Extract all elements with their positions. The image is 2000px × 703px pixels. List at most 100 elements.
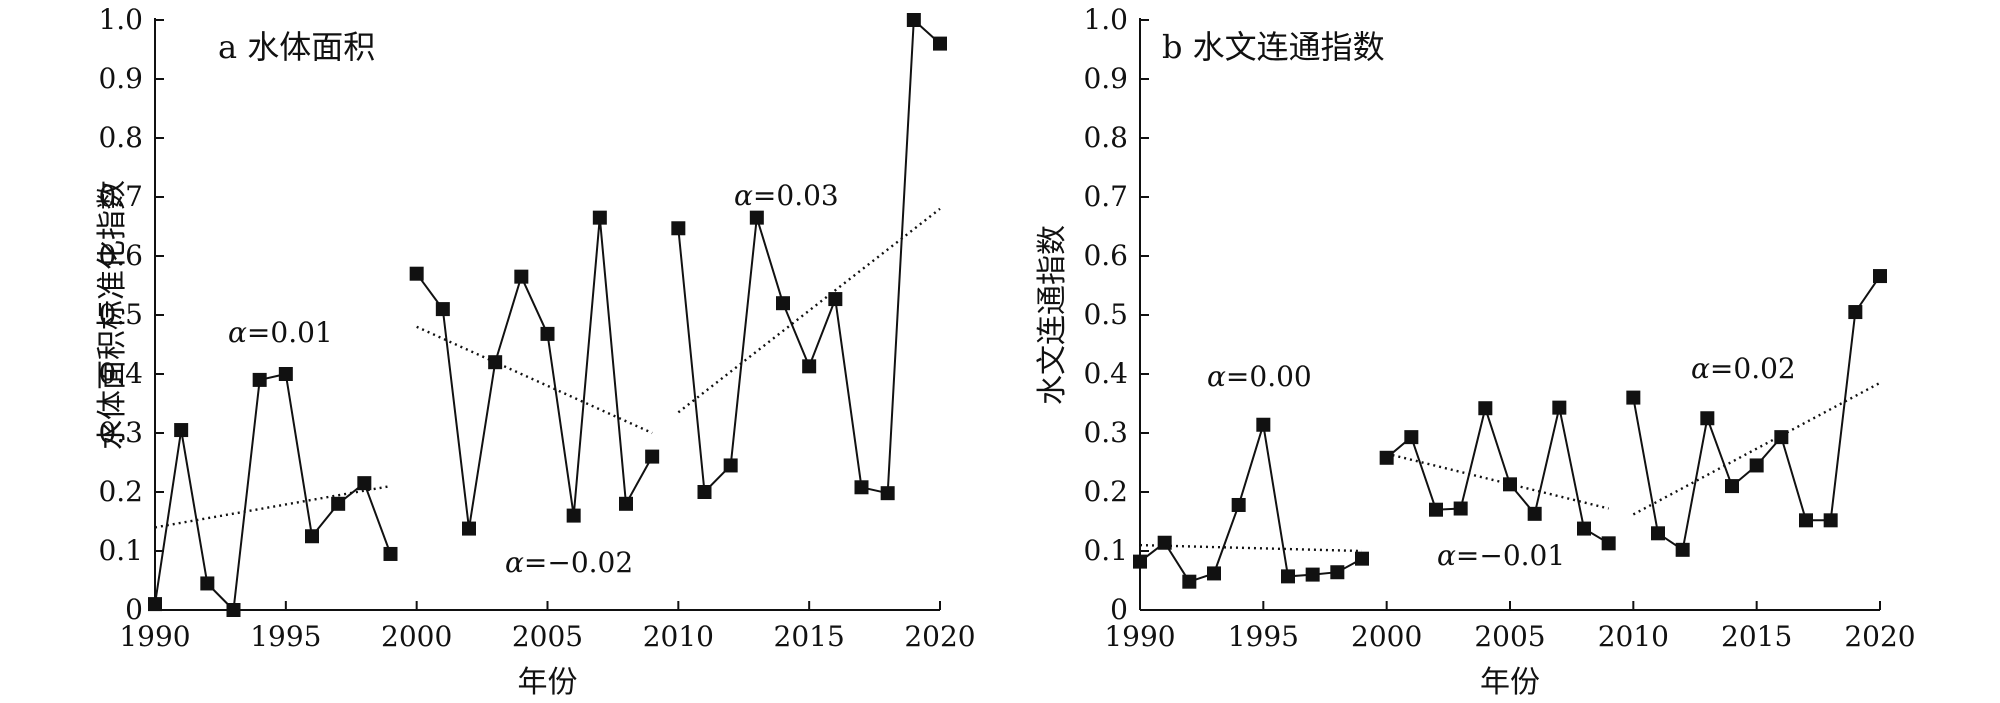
panel-b-data-point xyxy=(1700,411,1715,426)
panel-b-alpha-annotation: α=0.02 xyxy=(1691,352,1796,385)
panel-b-series-line xyxy=(1386,404,1610,545)
panel-b-x-tick-label: 2015 xyxy=(1721,620,1792,653)
panel-b-series-line xyxy=(1632,275,1881,552)
panel-a-y-tick-label: 0.4 xyxy=(98,357,143,390)
panel-a-data-point xyxy=(619,496,633,511)
panel-b-data-point xyxy=(1774,430,1789,445)
panel-a-y-tick-label: 0.6 xyxy=(98,239,143,272)
panel-b-data-point xyxy=(1601,536,1616,551)
panel-a-x-tick-label: 1995 xyxy=(250,620,321,653)
panel-a-y-tick-label: 1.0 xyxy=(98,3,143,36)
panel-b-data-point xyxy=(1453,501,1468,516)
panel-a-data-point xyxy=(278,367,293,381)
panel-b-y-tick-label: 0.4 xyxy=(1083,357,1128,390)
panel-a-y-tick-label: 0 xyxy=(125,593,143,626)
panel-a-y-tick-label: 0.2 xyxy=(98,475,143,508)
panel-a-data-point xyxy=(880,486,895,501)
panel-b-data-point xyxy=(1552,400,1567,415)
panel-a-y-tick-label: 0.9 xyxy=(98,62,143,95)
panel-a-data-point xyxy=(148,597,162,612)
panel-b-xlabel: 年份 xyxy=(1480,665,1540,699)
panel-a-data-point xyxy=(749,210,764,225)
panel-a-data-point xyxy=(566,508,581,523)
panel-b-alpha-annotation: α=−0.01 xyxy=(1437,539,1565,572)
panel-a-trend-line xyxy=(416,325,653,435)
panel-a-y-tick-label: 0.1 xyxy=(98,534,143,567)
panel-a-data-point xyxy=(933,36,947,51)
panel-a-ylabel: 水体面积标准化指数 xyxy=(95,180,130,450)
panel-b-y-tick-label: 0.5 xyxy=(1083,298,1128,331)
panel-a-data-point xyxy=(906,13,921,27)
panel-b-y-tick-label: 0.1 xyxy=(1083,534,1128,567)
panel-b-data-point xyxy=(1133,554,1147,569)
panel-a-data-point xyxy=(776,296,790,311)
panel-a-data-point xyxy=(671,221,686,236)
panel-a-data-point xyxy=(409,266,424,281)
panel-b-data-point xyxy=(1799,513,1813,528)
panel-a-data-point xyxy=(645,449,660,464)
panel-a-data-point xyxy=(462,521,476,536)
panel-b-data-point xyxy=(1749,458,1764,473)
panel-b-data-point xyxy=(1503,477,1517,492)
panel-a-data-point xyxy=(723,458,738,473)
panel-a-trend-line xyxy=(677,207,941,414)
panel-a-data-point xyxy=(802,359,817,374)
panel-b-title: b 水文连通指数 xyxy=(1162,28,1385,66)
panel-a-data-point xyxy=(226,603,241,617)
panel-a-x-tick-label: 2015 xyxy=(774,620,845,653)
panel-b-data-point xyxy=(1725,479,1739,494)
panel-a-x-tick-label: 2005 xyxy=(512,620,583,653)
panel-b-data-point xyxy=(1231,497,1246,512)
panel-b-data-point xyxy=(1873,269,1887,284)
panel-a-data-point xyxy=(331,496,346,511)
panel-b-series-line xyxy=(1139,424,1363,583)
panel-a-data-point xyxy=(435,302,450,317)
panel-b-y-tick-label: 0.7 xyxy=(1083,180,1128,213)
panel-a-alpha-annotation: α=0.01 xyxy=(228,316,333,349)
panel-a-series-line xyxy=(415,217,654,529)
panel-b-trend-line xyxy=(1386,452,1609,510)
panel-a-y-tick-label: 0.7 xyxy=(98,180,143,213)
panel-b-y-tick-label: 0.8 xyxy=(1083,121,1128,154)
panel-a-data-point xyxy=(540,326,555,341)
panel-a-y-tick-label: 0.8 xyxy=(98,121,143,154)
panel-a-y-tick-label: 0.3 xyxy=(98,416,143,449)
panel-b-hydrological-connectivity: b 水文连通指数 年份 水文连通指数 0 0.1 0.2 0.3 0.4 0.5 0.6 0.… xyxy=(1035,3,1916,700)
panel-a-x-tick-label: 2020 xyxy=(904,620,975,653)
panel-a-data-point xyxy=(174,423,189,438)
panel-a-data-point xyxy=(514,269,529,284)
panel-b-data-point xyxy=(1281,569,1295,584)
panel-b-data-point xyxy=(1478,401,1493,416)
panel-b-trend-line xyxy=(1632,381,1881,516)
panel-b-data-point xyxy=(1626,390,1641,405)
panel-b-data-point xyxy=(1207,566,1221,581)
panel-a-data-point xyxy=(488,355,503,370)
panel-b-data-point xyxy=(1157,535,1172,550)
panel-b-y-tick-label: 1.0 xyxy=(1083,3,1128,36)
panel-b-x-tick-label: 2020 xyxy=(1844,620,1915,653)
panel-b-data-point xyxy=(1404,430,1419,445)
panel-b-data-point xyxy=(1429,502,1443,517)
panel-b-data-point xyxy=(1305,567,1320,582)
panel-a-data-point xyxy=(828,292,843,307)
panel-a-data-point xyxy=(854,480,869,495)
panel-a-water-area: a 水体面积 年份 水体面积标准化指数 0 0.1 0.2 0.3 0.4 0.5 0.6 0… xyxy=(95,3,976,700)
panel-b-data-point xyxy=(1256,417,1271,432)
panel-b-data-point xyxy=(1577,521,1591,536)
panel-a-data-point xyxy=(200,576,215,591)
panel-a-x-tick-label: 1990 xyxy=(119,620,190,653)
panel-a-data-point xyxy=(697,485,712,499)
panel-b-trend-line xyxy=(1139,543,1363,553)
panel-a-alpha-annotation: α=−0.02 xyxy=(505,546,633,579)
panel-a-trend-line xyxy=(154,484,391,529)
panel-b-y-tick-label: 0.6 xyxy=(1083,239,1128,272)
panel-b-y-tick-label: 0.2 xyxy=(1083,475,1128,508)
panel-b-x-tick-label: 2010 xyxy=(1598,620,1669,653)
panel-a-data-point xyxy=(252,372,267,387)
panel-a-series-line xyxy=(154,372,392,613)
panel-b-data-point xyxy=(1823,513,1838,528)
panel-b-ylabel: 水文连通指数 xyxy=(1035,225,1070,405)
panel-b-y-tick-label: 0.3 xyxy=(1083,416,1128,449)
panel-a-xlabel: 年份 xyxy=(518,665,578,699)
